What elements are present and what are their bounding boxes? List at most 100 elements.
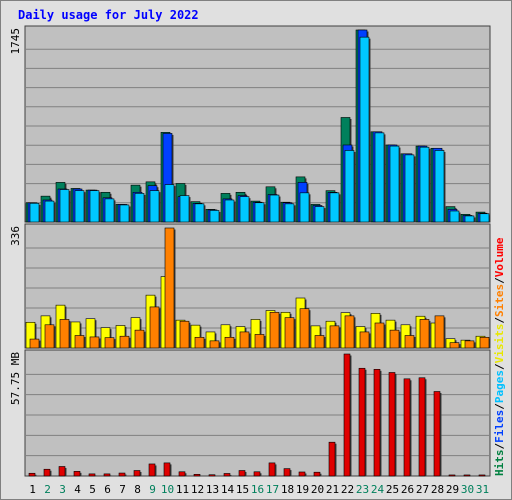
- x-tick-label: 29: [446, 483, 459, 496]
- pages-bar: [449, 210, 460, 223]
- volume-bar: [223, 473, 231, 477]
- sites-bar: [269, 311, 280, 349]
- sites-bar: [419, 319, 430, 349]
- pages-bar: [74, 190, 85, 223]
- x-tick-label: 23: [356, 483, 369, 496]
- volume-bar: [73, 471, 81, 477]
- volume-bar: [268, 462, 276, 477]
- x-tick-label: 19: [296, 483, 309, 496]
- pages-bar: [374, 132, 385, 223]
- sites-bar: [299, 308, 310, 349]
- pages-bar: [404, 154, 415, 223]
- sites-bar: [89, 336, 100, 349]
- volume-bar: [88, 473, 96, 477]
- x-tick-label: 25: [386, 483, 399, 496]
- x-tick-label: 16: [251, 483, 264, 496]
- panel-max-label: 1745: [9, 28, 22, 55]
- x-tick-label: 13: [206, 483, 219, 496]
- legend-entry: /: [493, 363, 506, 370]
- volume-bar: [448, 474, 456, 477]
- pages-bar: [239, 196, 250, 223]
- pages-bar: [389, 145, 400, 223]
- volume-bar: [238, 470, 246, 477]
- volume-bar: [313, 471, 321, 477]
- sites-bar: [359, 331, 370, 349]
- pages-bar: [314, 206, 325, 223]
- pages-bar: [299, 192, 310, 223]
- x-tick-label: 30: [461, 483, 474, 496]
- sites-bar: [179, 320, 190, 349]
- x-tick-label: 31: [476, 483, 489, 496]
- volume-bar: [178, 471, 186, 477]
- legend-entry: /: [493, 403, 506, 410]
- x-tick-label: 24: [371, 483, 385, 496]
- pages-bar: [164, 184, 175, 223]
- pages-bar: [284, 203, 295, 223]
- sites-bar: [119, 335, 130, 349]
- x-tick-label: 4: [74, 483, 81, 496]
- volume-bar: [358, 367, 366, 477]
- pages-bar: [119, 204, 130, 223]
- sites-bar: [449, 342, 460, 349]
- x-tick-label: 12: [191, 483, 204, 496]
- pages-bar: [59, 189, 70, 223]
- legend-entry: Visits: [493, 324, 506, 364]
- volume-bar: [133, 470, 141, 477]
- sites-bar: [464, 340, 475, 349]
- x-tick-label: 8: [134, 483, 141, 496]
- volume-bar: [388, 372, 396, 477]
- x-tick-label: 1: [29, 483, 36, 496]
- sites-bar: [239, 331, 250, 349]
- pages-bar: [344, 150, 355, 223]
- x-tick-label: 10: [161, 483, 174, 496]
- sites-bar: [344, 315, 355, 349]
- volume-bar: [58, 466, 66, 477]
- bottom-panel: 57.75 MB: [9, 349, 491, 477]
- pages-bar: [194, 203, 205, 223]
- volume-bar: [103, 473, 111, 477]
- top-panel: 1745: [9, 25, 491, 223]
- sites-bar: [44, 324, 55, 349]
- volume-bar: [193, 474, 201, 477]
- x-tick-label: 7: [119, 483, 126, 496]
- pages-bar: [419, 146, 430, 223]
- x-tick-label: 5: [89, 483, 96, 496]
- legend-entry: /: [493, 277, 506, 284]
- middle-panel: 336: [9, 223, 491, 349]
- pages-bar: [104, 198, 115, 223]
- legend-entry: Pages: [493, 370, 506, 403]
- volume-bar: [373, 369, 381, 477]
- x-tick-label: 2: [44, 483, 51, 496]
- sites-bar: [74, 335, 85, 349]
- sites-bar: [164, 227, 175, 349]
- volume-bar: [418, 377, 426, 477]
- pages-bar: [179, 195, 190, 223]
- x-tick-label: 9: [149, 483, 156, 496]
- volume-bar: [253, 471, 261, 477]
- x-tick-label: 14: [221, 483, 235, 496]
- sites-bar: [194, 336, 205, 349]
- x-tick-label: 11: [176, 483, 189, 496]
- sites-bar: [149, 306, 160, 349]
- sites-bar: [224, 336, 235, 349]
- panel-background: [24, 349, 491, 477]
- sites-bar: [404, 335, 415, 349]
- panel-max-label: 57.75 MB: [9, 352, 22, 405]
- legend-entry: Sites: [493, 284, 506, 317]
- pages-bar: [29, 202, 40, 223]
- pages-bar: [134, 193, 145, 223]
- sites-bar: [479, 336, 490, 349]
- volume-bar: [283, 468, 291, 477]
- volume-bar: [433, 391, 441, 477]
- pages-bar: [149, 190, 160, 223]
- x-tick-label: 21: [326, 483, 339, 496]
- sites-bar: [329, 325, 340, 349]
- x-tick-label: 18: [281, 483, 294, 496]
- legend-entry: Volume: [493, 237, 506, 277]
- x-tick-label: 3: [59, 483, 66, 496]
- volume-bar: [478, 474, 486, 477]
- legend-entry: Files: [493, 410, 506, 443]
- x-axis-labels: 1 2 3 4 5 6 7 8 9 10 11 12 13 14 15 16 17 18 19 20 21 22 23 24 2…: [29, 483, 489, 496]
- x-tick-label: 17: [266, 483, 279, 496]
